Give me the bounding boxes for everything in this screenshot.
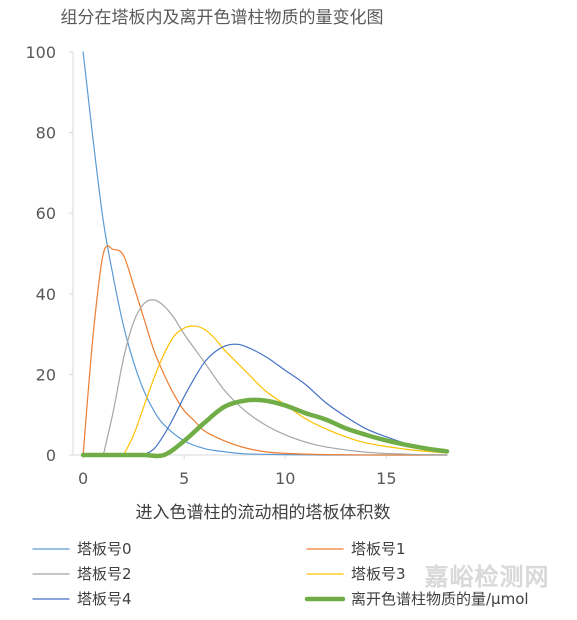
x-tick-label: 5 [179,469,189,488]
series-line-1 [82,51,448,456]
legend-item-1: 塔板号0 [32,540,132,558]
legend-item-3: 塔板号2 [32,565,132,583]
legend-label: 塔板号1 [351,540,406,558]
y-axis: 0 20 40 60 80 100 [25,43,74,465]
watermark: 嘉峪检测网 [425,563,550,591]
legend-item-6: 离开色谱柱物质的量/μmol [304,590,529,608]
legend-item-5: 塔板号4 [32,590,132,608]
x-tick-label: 15 [376,469,396,488]
series-line-2 [82,245,448,456]
legend-item-2: 塔板号1 [306,540,406,558]
y-tick-label: 0 [46,446,56,465]
legend-item-4: 塔板号3 [306,565,406,583]
x-axis-label: 进入色谱柱的流动相的塔板体积数 [136,503,391,523]
series-line-4 [122,325,448,456]
y-tick-label: 60 [36,204,56,223]
y-tick-label: 40 [36,285,56,304]
legend: 塔板号0 塔板号1 塔板号2 塔板号3 塔板号4 离开色谱柱物质的量/μmol [32,540,529,608]
y-tick-label: 100 [25,43,56,62]
legend-label: 塔板号2 [77,565,132,583]
x-axis: 0 5 10 15 [73,454,447,488]
legend-label: 塔板号3 [351,565,406,583]
series-line-6 [80,397,450,459]
x-tick-label: 0 [78,469,88,488]
y-tick-label: 80 [36,124,56,143]
legend-label: 离开色谱柱物质的量/μmol [351,590,529,608]
series-lines [80,51,450,459]
legend-label: 塔板号0 [77,540,132,558]
legend-label: 塔板号4 [77,590,132,608]
x-tick-label: 10 [275,469,295,488]
chart-title: 组分在塔板内及离开色谱柱物质的量变化图 [61,8,384,28]
y-tick-label: 20 [36,365,56,384]
series-line-5 [143,343,448,456]
